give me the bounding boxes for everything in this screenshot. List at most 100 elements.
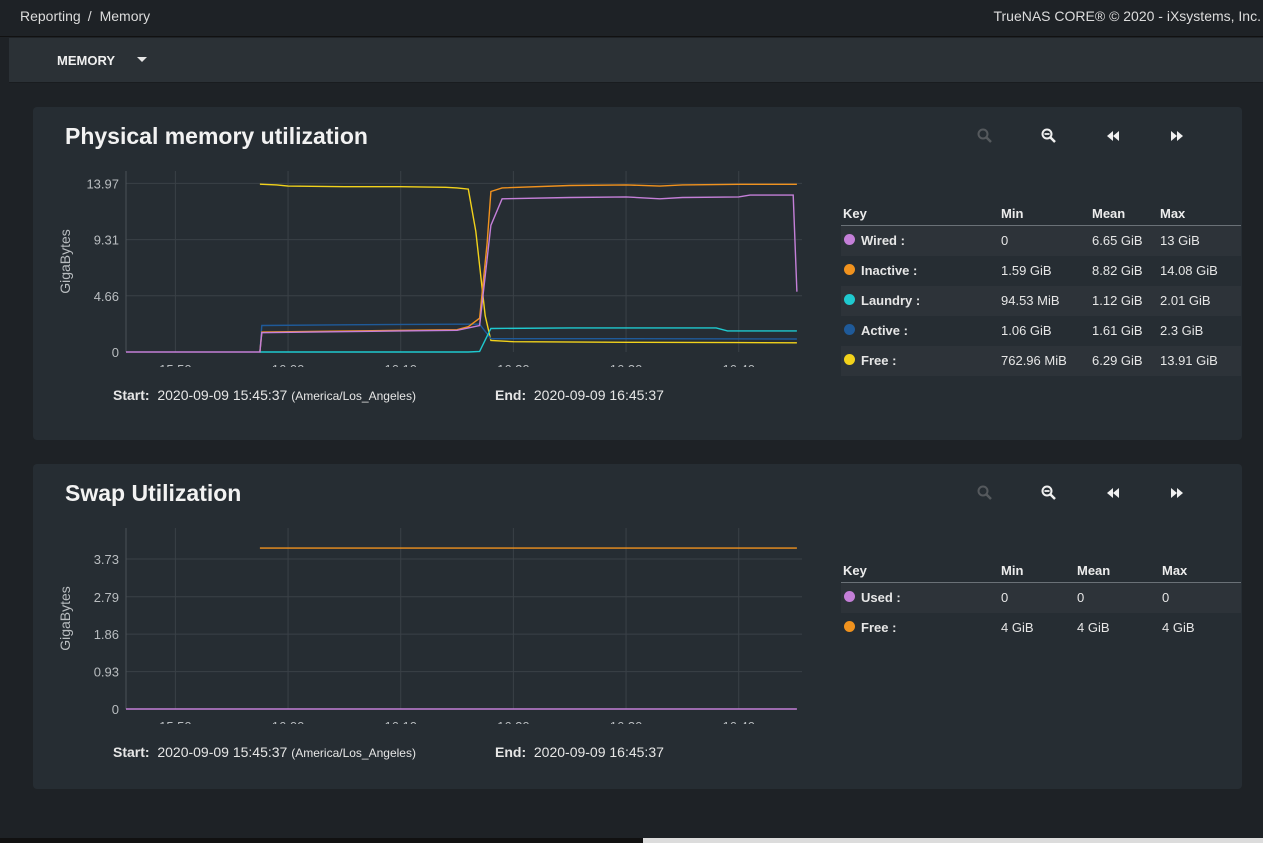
x-tick-label: 16:30 <box>610 719 643 724</box>
y-axis-label: GigaBytes <box>57 586 73 651</box>
reporting-toolbar: MEMORY <box>9 38 1263 83</box>
breadcrumb-reporting-link[interactable]: Reporting <box>20 8 81 24</box>
legend-series-name: Free : <box>861 620 897 635</box>
series-line-active <box>259 323 797 353</box>
fast-forward-icon[interactable] <box>1165 124 1189 148</box>
end-label: End: <box>495 387 527 403</box>
x-tick-label: 16:20 <box>497 362 530 367</box>
y-tick-label: 0 <box>112 345 119 360</box>
swap-utilization-card: Swap Utilization 15:50 16:00 16:10 16:20 16:… <box>33 464 1242 789</box>
legend-mean: 4 GiB <box>1077 620 1110 635</box>
zoom-out-icon[interactable] <box>1037 481 1061 505</box>
legend-max: 13 GiB <box>1160 233 1200 248</box>
legend-mean: 1.12 GiB <box>1092 293 1143 308</box>
legend-header-max: Max <box>1160 206 1186 221</box>
legend-color-dot <box>844 234 855 245</box>
start-value: 2020-09-09 15:45:37 <box>157 744 288 760</box>
x-tick-label: 16:10 <box>384 719 417 724</box>
copyright-text: TrueNAS CORE® © 2020 - iXsystems, Inc. <box>993 8 1261 24</box>
legend-min: 1.06 GiB <box>1001 323 1052 338</box>
x-tick-label: 15:50 <box>159 362 192 367</box>
end-value: 2020-09-09 16:45:37 <box>533 744 664 760</box>
legend-color-dot <box>844 621 855 632</box>
legend-min: 94.53 MiB <box>1001 293 1060 308</box>
x-tick-label: 16:40 <box>722 362 755 367</box>
legend-max: 0 <box>1162 590 1170 605</box>
timezone: (America/Los_Angeles) <box>291 389 416 403</box>
legend-color-dot <box>844 591 855 602</box>
physical-memory-card: Physical memory utilization 15:50 16:00 16… <box>33 107 1242 440</box>
x-tick-label: 16:20 <box>497 719 530 724</box>
series-line-wired <box>126 194 798 353</box>
start-label: Start: <box>113 744 150 760</box>
start-label: Start: <box>113 387 150 403</box>
x-tick-label: 16:10 <box>384 362 417 367</box>
x-tick-label: 16:40 <box>722 719 755 724</box>
timezone: (America/Los_Angeles) <box>291 746 416 760</box>
y-tick-label: 4.66 <box>94 289 119 304</box>
legend-min: 0 <box>1001 233 1009 248</box>
y-tick-label: 0.93 <box>94 665 119 680</box>
y-tick-label: 3.73 <box>94 552 119 567</box>
fast-forward-icon[interactable] <box>1165 481 1189 505</box>
bottom-strip <box>0 838 1263 843</box>
chart-title: Physical memory utilization <box>65 123 368 149</box>
legend-row: Free : 762.96 MiB 6.29 GiB 13.91 GiB <box>841 346 1241 376</box>
swap-line-chart: 15:50 16:00 16:10 16:20 16:30 16:40 0 0.93 1.86 2… <box>57 528 802 724</box>
legend-max: 2.01 GiB <box>1160 293 1211 308</box>
report-type-menu-button[interactable]: MEMORY <box>57 53 116 68</box>
series-line-laundry <box>259 327 797 353</box>
legend-series-name: Active : <box>861 323 908 338</box>
start-time: Start: 2020-09-09 15:45:37 (America/Los_… <box>113 387 416 403</box>
legend-max: 2.3 GiB <box>1160 323 1204 338</box>
y-axis-label: GigaBytes <box>57 229 73 294</box>
legend-row: Used : 0 0 0 <box>841 583 1241 613</box>
y-tick-label: 2.79 <box>94 590 119 605</box>
legend-series-name: Free : <box>861 353 897 368</box>
legend-color-dot <box>844 354 855 365</box>
legend-min: 0 <box>1001 590 1009 605</box>
legend-row: Inactive : 1.59 GiB 8.82 GiB 14.08 GiB <box>841 256 1241 286</box>
legend-max: 14.08 GiB <box>1160 263 1218 278</box>
chart-title: Swap Utilization <box>65 480 242 506</box>
legend-color-dot <box>844 324 855 335</box>
legend-row: Free : 4 GiB 4 GiB 4 GiB <box>841 613 1241 643</box>
legend-series-name: Used : <box>861 590 901 605</box>
y-tick-label: 13.97 <box>86 176 119 191</box>
x-tick-label: 16:00 <box>272 719 305 724</box>
x-tick-label: 16:00 <box>272 362 305 367</box>
rewind-icon[interactable] <box>1101 481 1125 505</box>
bottom-strip-panel <box>643 838 1263 843</box>
legend-mean: 0 <box>1077 590 1085 605</box>
legend-header-min: Min <box>1001 206 1024 221</box>
start-value: 2020-09-09 15:45:37 <box>157 387 288 403</box>
legend-mean: 6.65 GiB <box>1092 233 1143 248</box>
zoom-in-icon[interactable] <box>973 481 997 505</box>
x-tick-label: 16:30 <box>610 362 643 367</box>
y-tick-label: 1.86 <box>94 627 119 642</box>
zoom-in-icon[interactable] <box>973 124 997 148</box>
y-tick-label: 9.31 <box>94 233 119 248</box>
end-time: End: 2020-09-09 16:45:37 <box>495 387 664 403</box>
chevron-down-icon[interactable] <box>137 57 147 62</box>
series-line-inactive <box>259 183 797 353</box>
legend-series-name: Inactive : <box>861 263 918 278</box>
legend-color-dot <box>844 294 855 305</box>
rewind-icon[interactable] <box>1101 124 1125 148</box>
end-value: 2020-09-09 16:45:37 <box>533 387 664 403</box>
legend-header: Key Min Mean Max <box>841 561 1241 583</box>
legend-mean: 1.61 GiB <box>1092 323 1143 338</box>
legend-max: 13.91 GiB <box>1160 353 1218 368</box>
breadcrumb: Reporting / Memory <box>20 8 150 24</box>
legend-table: Key Min Mean Max Used : 0 0 0 Free : 4 GiB 4 G… <box>841 561 1241 643</box>
legend-max: 4 GiB <box>1162 620 1195 635</box>
end-time: End: 2020-09-09 16:45:37 <box>495 744 664 760</box>
zoom-out-icon[interactable] <box>1037 124 1061 148</box>
legend-header-key: Key <box>843 206 867 221</box>
legend-series-name: Laundry : <box>861 293 921 308</box>
legend-series-name: Wired : <box>861 233 905 248</box>
breadcrumb-separator: / <box>87 8 92 24</box>
legend-row: Active : 1.06 GiB 1.61 GiB 2.3 GiB <box>841 316 1241 346</box>
legend-color-dot <box>844 264 855 275</box>
legend-header-max: Max <box>1162 563 1188 578</box>
